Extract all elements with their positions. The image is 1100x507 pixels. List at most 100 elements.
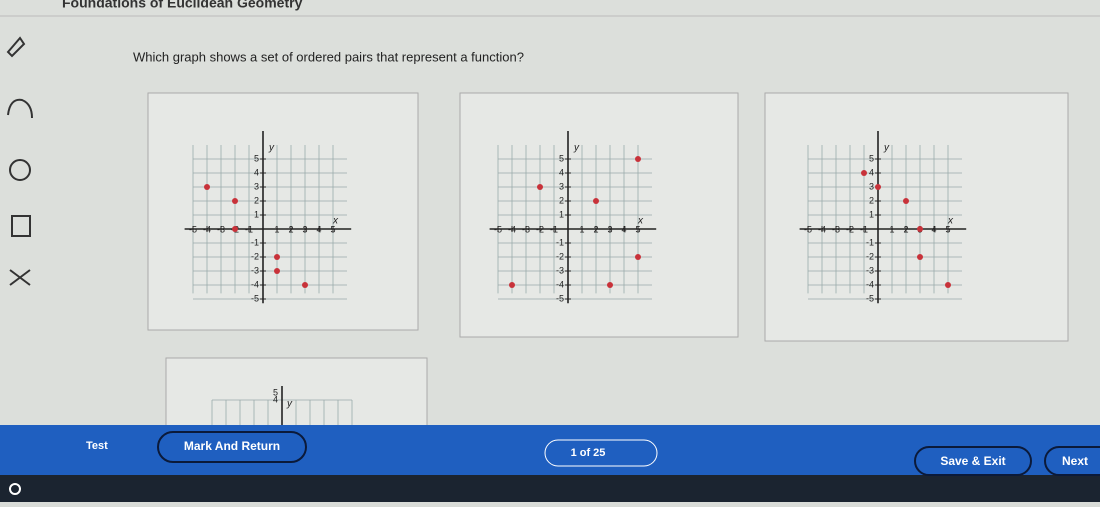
save-exit-label[interactable]: Save & Exit [940,454,1005,468]
y-tick-label: 2 [254,195,259,205]
y-tick-label: 1 [559,209,564,219]
x-tick-label: 3 [607,224,612,234]
x-tick-label: 3 [302,224,307,234]
answer-choice[interactable] [165,357,428,429]
y-tick-label: 5 [254,153,259,163]
y-tick-label: 2 [559,195,564,205]
x-tick-label: 2 [903,224,908,234]
y-tick-label: 5 [869,153,874,163]
x-axis-label: x [947,216,954,227]
point [917,254,923,260]
y-tick-label: 4 [869,167,874,177]
y-axis-label: y [573,142,580,153]
next-button[interactable] [1044,446,1100,476]
point [274,268,280,274]
progress-pill[interactable] [544,439,658,467]
x-tick-label: -1 [860,224,868,234]
y-tick-label: -5 [556,293,564,303]
x-axis-label: x [637,216,644,227]
y-tick-label: -5 [251,293,259,303]
x-tick-label: 1 [579,224,584,234]
x-tick-label: -3 [217,224,225,234]
x-tick-label: -4 [818,224,826,234]
point [593,198,599,204]
next-label[interactable]: Next [1062,454,1088,468]
point [635,254,641,260]
y-tick-label: -4 [866,279,874,289]
x-tick-label: 5 [635,224,640,234]
y-tick-label: -4 [251,279,259,289]
y-tick-label: -1 [556,237,564,247]
y-tick-label: -3 [556,265,564,275]
x-tick-label: -3 [522,224,530,234]
y-tick-label: -4 [556,279,564,289]
point [537,184,543,190]
point [274,254,280,260]
y-tick-label: -2 [251,251,259,261]
start-icon[interactable] [9,483,21,495]
x-tick-label: 1 [274,224,279,234]
y-tick-label: 1 [254,209,259,219]
x-tick-label: -5 [189,224,197,234]
mark-return-button[interactable] [157,431,307,463]
x-tick-label: -4 [203,224,211,234]
x-tick-label: -2 [846,224,854,234]
y-tick-label: 3 [559,181,564,191]
answer-choice[interactable] [147,92,419,331]
point [945,282,951,288]
question: Which graph shows a set of ordered pairs… [133,49,524,64]
test-label: Test [86,440,108,452]
headphones-icon[interactable] [7,98,33,119]
x-tick-label: -4 [508,224,516,234]
y-tick-label: -1 [251,237,259,247]
point [917,226,923,232]
mark-return-label[interactable]: Mark And Return [184,439,280,453]
y-tick-label: 2 [869,195,874,205]
x-tick-label: -5 [804,224,812,234]
taskbar [0,475,1100,502]
x-tick-label: 2 [288,224,293,234]
y-tick-label: 4 [273,394,278,404]
y-tick-label: 4 [254,167,259,177]
x-tick-label: 4 [316,224,321,234]
y-tick-label: -2 [556,251,564,261]
y-tick-label: -5 [866,293,874,303]
y-tick-label: 1 [869,209,874,219]
y-tick-label: 3 [254,181,259,191]
x-axis-label: x [332,216,339,227]
eliminator-icon[interactable] [9,269,31,286]
y-axis-label: y [268,142,275,153]
header-title: Foundations of Euclidean Geometry [62,0,303,11]
y-tick-label: -3 [866,265,874,275]
y-tick-label: -1 [866,237,874,247]
calculator-icon[interactable] [11,215,31,237]
pencil-icon[interactable] [6,36,26,58]
point [302,282,308,288]
graphs: -5-5-4-4-3-3-2-2-1-11122334455xy-5-5-4-4… [184,131,967,426]
answer-choice[interactable] [764,92,1069,342]
side-tools [6,36,33,286]
x-tick-label: 1 [889,224,894,234]
x-tick-label: 2 [593,224,598,234]
x-tick-label: 4 [931,224,936,234]
point [635,156,641,162]
point [903,198,909,204]
progress-label[interactable]: 1 of 25 [571,447,606,459]
y-tick-label: 5 [273,387,278,397]
point [232,198,238,204]
point [875,184,881,190]
x-tick-label: 4 [621,224,626,234]
x-tick-label: -2 [536,224,544,234]
y-axis-label: y [883,142,890,153]
save-exit-button[interactable] [914,446,1032,476]
point [232,226,238,232]
y-tick-label: -3 [251,265,259,275]
y-tick-label: 3 [869,181,874,191]
x-tick-label: 5 [330,224,335,234]
language-icon[interactable] [9,159,31,181]
x-tick-label: -5 [494,224,502,234]
x-tick-label: -3 [832,224,840,234]
x-tick-label: -1 [550,224,558,234]
